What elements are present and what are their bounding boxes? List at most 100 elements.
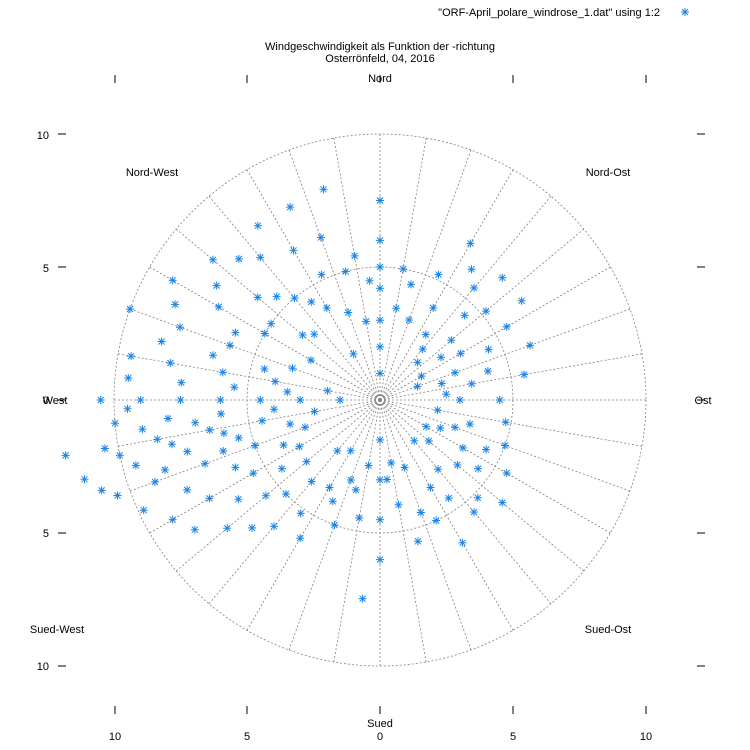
- data-point: [328, 497, 337, 506]
- data-point: [201, 459, 209, 468]
- direction-label-west: West: [43, 395, 68, 407]
- data-point: [424, 437, 433, 445]
- data-point: [467, 379, 476, 388]
- data-point: [111, 419, 119, 428]
- data-point: [302, 457, 311, 466]
- angular-gridline: [333, 399, 381, 663]
- data-point: [317, 270, 326, 279]
- angular-gridline: [379, 399, 427, 663]
- data-point: [330, 521, 339, 529]
- polar-grid: [113, 133, 647, 667]
- data-point: [346, 476, 355, 484]
- angular-gridline: [379, 399, 514, 631]
- data-point: [216, 396, 225, 404]
- data-point: [209, 351, 217, 360]
- data-point: [270, 522, 278, 531]
- data-point: [310, 407, 319, 416]
- data-point: [376, 263, 384, 271]
- data-point: [502, 469, 511, 478]
- data-point: [230, 383, 239, 392]
- angular-gridline: [379, 169, 514, 401]
- angular-gridline: [129, 308, 381, 401]
- direction-label-northwest: Nord-West: [126, 167, 178, 179]
- angular-gridline: [379, 399, 611, 534]
- data-point: [113, 491, 122, 500]
- x-tick-label: 5: [244, 731, 250, 743]
- data-point: [277, 464, 286, 473]
- data-point: [319, 185, 328, 194]
- data-point: [307, 477, 316, 486]
- data-point: [283, 387, 292, 396]
- angular-gridline: [288, 149, 381, 401]
- data-point: [218, 368, 227, 377]
- angular-gridline: [246, 399, 381, 631]
- data-point: [436, 424, 445, 433]
- data-point: [470, 283, 478, 292]
- data-point: [226, 341, 234, 350]
- data-point: [498, 498, 507, 507]
- x-tick-label: 5: [510, 731, 516, 743]
- data-point: [251, 441, 259, 450]
- data-point: [333, 446, 342, 455]
- data-point: [376, 316, 384, 325]
- data-point: [231, 328, 240, 337]
- angular-gridline: [246, 169, 381, 401]
- data-point: [400, 463, 409, 472]
- data-point: [451, 423, 459, 432]
- data-point: [429, 303, 438, 312]
- data-point: [234, 433, 243, 442]
- data-point: [376, 475, 384, 484]
- data-point: [261, 491, 270, 500]
- data-point: [376, 196, 384, 205]
- data-point: [350, 251, 359, 260]
- data-point: [442, 390, 451, 399]
- data-point: [234, 254, 243, 263]
- data-point: [349, 349, 358, 358]
- data-point: [139, 506, 148, 515]
- data-point: [422, 422, 431, 431]
- data-point: [376, 555, 384, 564]
- data-point: [310, 330, 319, 339]
- data-point: [474, 464, 483, 473]
- direction-label-northeast: Nord-Ost: [586, 167, 631, 179]
- angular-gridline: [175, 228, 381, 401]
- data-point: [458, 443, 467, 452]
- data-point: [295, 442, 304, 451]
- data-point: [456, 349, 465, 358]
- data-point: [219, 429, 228, 438]
- angular-gridline: [379, 399, 552, 605]
- angular-gridline: [333, 137, 381, 401]
- data-point: [205, 494, 214, 503]
- data-point: [279, 441, 288, 449]
- data-point: [253, 221, 262, 230]
- angular-gridline: [149, 399, 381, 534]
- data-point: [161, 465, 169, 474]
- data-point: [458, 538, 467, 547]
- data-point: [376, 236, 384, 245]
- x-tick-label: 0: [377, 731, 383, 743]
- y-tick-label: 10: [37, 661, 49, 673]
- data-point: [482, 307, 490, 316]
- data-point: [289, 246, 298, 255]
- data-point: [365, 276, 374, 285]
- data-point: [260, 365, 269, 373]
- data-point: [453, 461, 462, 469]
- data-point: [483, 367, 492, 376]
- data-point: [272, 292, 281, 301]
- data-point: [176, 323, 184, 332]
- data-point: [336, 396, 345, 404]
- data-point: [498, 273, 507, 282]
- data-point: [413, 382, 422, 391]
- data-point: [61, 451, 70, 460]
- data-point: [282, 490, 290, 498]
- data-point: [466, 239, 475, 248]
- data-point: [249, 469, 258, 478]
- data-point: [426, 483, 435, 492]
- data-point: [296, 396, 305, 404]
- data-point: [157, 337, 166, 346]
- data-point: [376, 435, 384, 444]
- angular-gridline: [379, 266, 611, 401]
- data-point: [80, 475, 89, 484]
- angular-gridline: [379, 399, 643, 447]
